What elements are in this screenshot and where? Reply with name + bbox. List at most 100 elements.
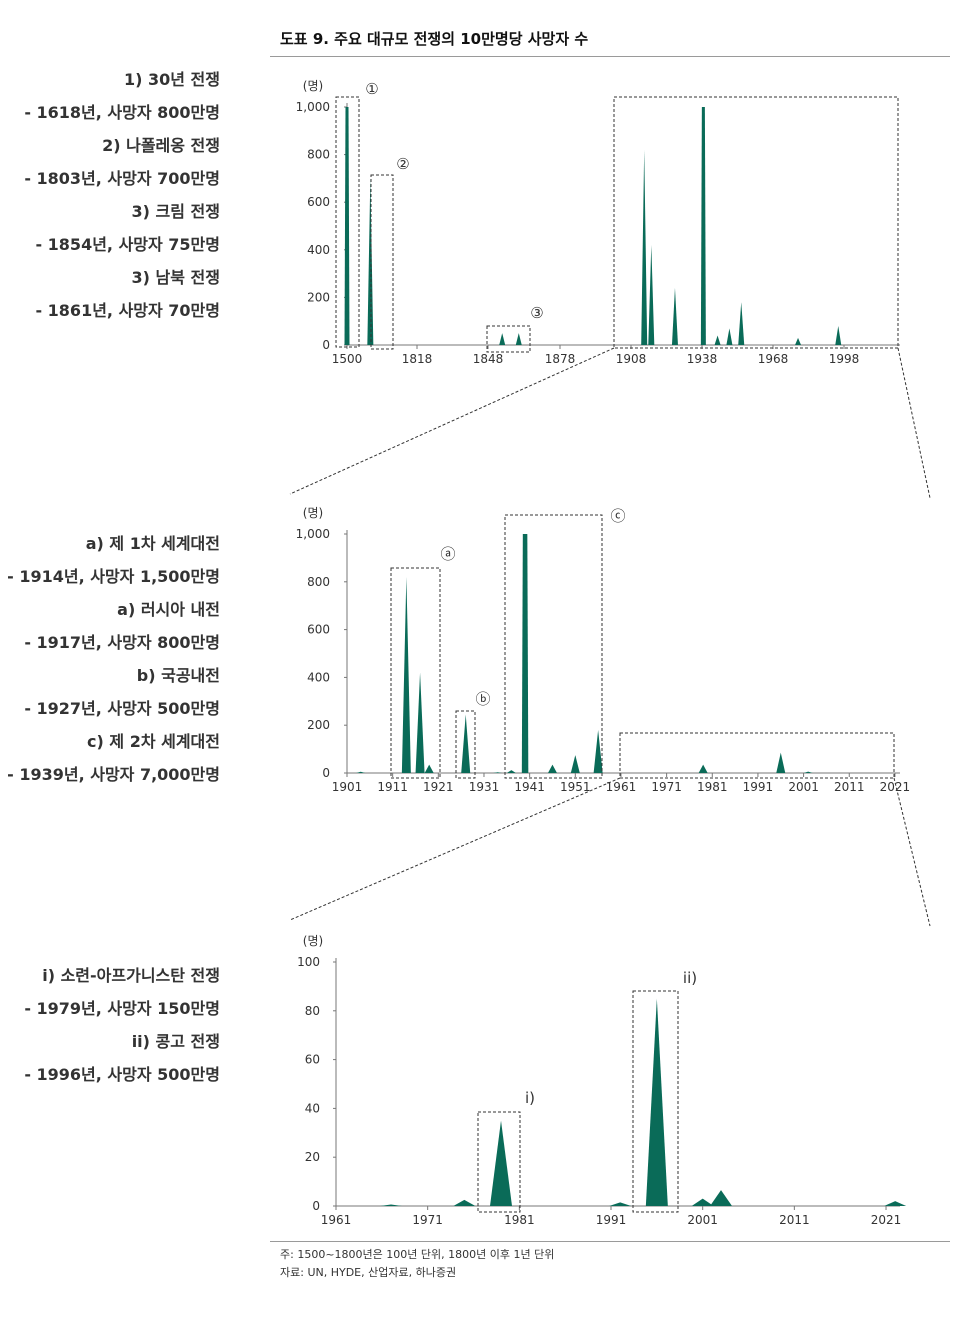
annotation-line: 2) 나폴레옹 전쟁 [102,136,220,155]
marker-label: ii) [683,969,697,987]
annotation-line: - 1854년, 사망자 75만명 [35,235,220,254]
area-peak [645,998,668,1206]
annotation-line: - 1996년, 사망자 500만명 [24,1065,220,1084]
annotation-line: i) 소련-아프가니스탄 전쟁 [42,966,220,985]
y-tick-label: 0 [312,1199,320,1213]
y-tick-label: 600 [307,623,330,637]
footer: 주: 1500~1800년은 100년 단위, 1800년 이후 1년 단위 자… [280,1246,554,1282]
annotation-line: ii) 콩고 전쟁 [131,1032,220,1051]
area-peak [453,1199,476,1206]
annotation-line: - 1618년, 사망자 800만명 [24,103,220,122]
page-title: 도표 9. 주요 대규모 전쟁의 10만명당 사망자 수 [280,30,589,48]
y-tick-label: 1,000 [296,527,330,541]
x-tick-label: 1901 [332,780,363,794]
y-tick-label: 600 [307,195,330,209]
y-tick-label: 40 [305,1101,320,1115]
highlight-box [619,732,895,779]
area-peak [356,771,366,773]
footer-note: 주: 1500~1800년은 100년 단위, 1800년 이후 1년 단위 [280,1248,555,1261]
area-peak [884,1201,907,1206]
highlight-box [486,325,531,353]
area-peak [714,335,721,345]
area-peak [648,245,655,345]
x-tick-label: 1818 [402,352,433,366]
x-tick-label: 1981 [697,780,728,794]
annotation-line: a) 제 1차 세계대전 [85,534,220,553]
annotation-line: - 1927년, 사망자 500만명 [24,699,220,718]
marker-label: ② [396,155,409,173]
y-tick-label: 80 [305,1004,320,1018]
y-tick-label: 800 [307,575,330,589]
annotation-line: c) 제 2차 세계대전 [87,732,220,751]
marker-label: ⓐ [440,545,455,563]
x-tick-label: 2011 [834,780,865,794]
area-peak [570,755,580,773]
area-peak [515,333,522,345]
y-tick-label: 100 [297,955,320,969]
annotation-list-mid: a) 제 1차 세계대전 - 1914년, 사망자 1,500만명 a) 러시아… [7,527,220,791]
x-tick-label: 1951 [560,780,591,794]
area-peak [380,1204,403,1206]
area-peak [547,764,557,773]
x-tick-label: 1500 [332,352,363,366]
annotation-line: - 1939년, 사망자 7,000만명 [7,765,220,784]
x-tick-label: 1961 [606,780,637,794]
area-peak [461,714,471,773]
annotation-list-top: 1) 30년 전쟁 - 1618년, 사망자 800만명 2) 나폴레옹 전쟁 … [24,63,220,327]
x-tick-label: 1878 [545,352,576,366]
x-tick-label: 1971 [651,780,682,794]
area-peak [424,764,434,773]
area-peak [609,1202,632,1206]
annotation-line: - 1803년, 사망자 700만명 [24,169,220,188]
y-tick-label: 0 [322,766,330,780]
y-axis-label: (명) [303,934,323,948]
highlight-box [335,96,360,348]
area-peak [700,107,706,345]
annotation-line: 3) 크림 전쟁 [131,202,220,221]
area-peak [795,337,802,345]
y-tick-label: 20 [305,1150,320,1164]
y-tick-label: 1,000 [296,100,330,114]
highlight-box [504,514,603,779]
area-peak [835,325,842,345]
y-tick-label: 400 [307,670,330,684]
y-axis-label: (명) [303,506,323,520]
area-peak [691,1198,714,1206]
highlight-box [370,174,394,350]
y-tick-label: 200 [307,290,330,304]
area-peak [490,1120,513,1206]
x-tick-label: 1848 [473,352,504,366]
annotation-list-bottom: i) 소련-아프가니스탄 전쟁 - 1979년, 사망자 150만명 ii) 콩… [24,959,220,1091]
annotation-line: - 1861년, 사망자 70만명 [35,301,220,320]
area-peak [671,287,678,345]
area-peak [641,149,648,345]
x-tick-label: 1938 [687,352,718,366]
annotation-line: - 1917년, 사망자 800만명 [24,633,220,652]
annotation-line: 3) 남북 전쟁 [131,268,220,287]
annotation-line: - 1979년, 사망자 150만명 [24,999,220,1018]
marker-label: ⓑ [475,690,490,708]
area-peak [499,333,506,345]
marker-label: ① [365,80,378,98]
area-peak [401,577,411,773]
area-peak [344,107,350,345]
title-rule [270,56,950,57]
area-peak [367,178,374,345]
x-tick-label: 1998 [829,352,860,366]
x-tick-label: 1991 [743,780,774,794]
area-peak [726,328,733,345]
x-tick-label: 1971 [412,1213,443,1227]
footer-source: 자료: UN, HYDE, 산업자료, 하나증권 [280,1266,457,1279]
x-tick-label: 1968 [758,352,789,366]
x-tick-label: 2021 [880,780,911,794]
y-axis-label: (명) [303,79,323,93]
x-tick-label: 1981 [504,1213,535,1227]
marker-label: ⓒ [610,507,625,525]
annotation-line: 1) 30년 전쟁 [123,70,220,89]
highlight-box [390,567,441,779]
area-peak [803,771,813,773]
zoom-connector [897,347,931,499]
annotation-line: b) 국공내전 [136,666,220,685]
x-tick-label: 1941 [514,780,545,794]
